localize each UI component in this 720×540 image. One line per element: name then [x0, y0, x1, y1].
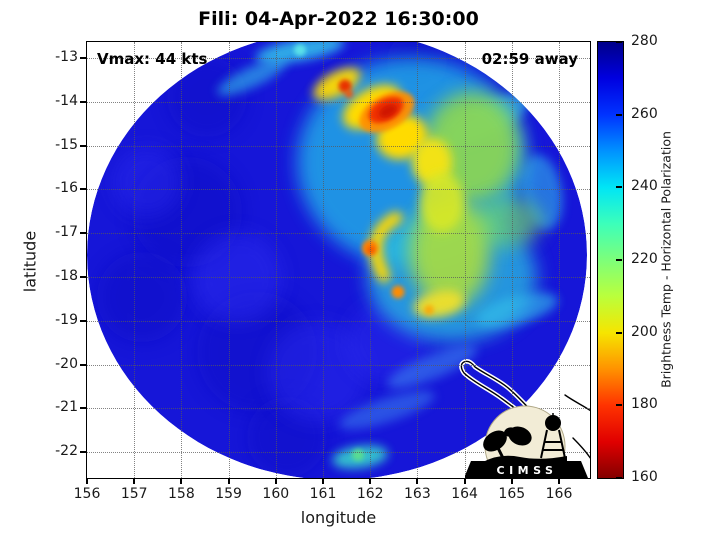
- gridline-horizontal: [87, 277, 590, 278]
- x-axis-label: longitude: [300, 508, 377, 527]
- y-tick-mark: [80, 188, 86, 191]
- y-tick-mark: [80, 319, 86, 322]
- x-tick-mark: [558, 479, 560, 484]
- gridline-vertical: [559, 42, 560, 478]
- x-tick-label: 161: [309, 486, 337, 502]
- gridline-horizontal: [87, 364, 590, 366]
- colorbar-tick-mark: [616, 331, 622, 334]
- colorbar-tick-mark: [616, 259, 622, 261]
- colorbar-tick-mark: [616, 404, 622, 407]
- y-tick-label: -17: [55, 224, 78, 241]
- x-tick-label: 158: [168, 486, 195, 502]
- gridline-horizontal: [87, 58, 590, 59]
- swath-pixels: [87, 42, 587, 478]
- x-tick-mark: [463, 479, 466, 484]
- x-tick-mark: [133, 479, 136, 484]
- y-tick-label: -19: [55, 311, 78, 328]
- x-tick-label: 160: [262, 486, 290, 502]
- x-tick-mark: [510, 479, 513, 484]
- satellite-dish-icon: [483, 426, 532, 459]
- x-tick-label: 165: [498, 486, 526, 502]
- gridline-vertical: [417, 42, 419, 478]
- x-tick-label: 164: [451, 486, 478, 502]
- y-tick-label: -14: [55, 92, 78, 109]
- countdown-annotation: 02:59 away: [481, 50, 578, 68]
- y-tick-mark: [80, 144, 86, 147]
- water-tower-icon: [540, 413, 566, 459]
- colorbar-tick-label: 160: [631, 469, 658, 485]
- gridline-horizontal: [87, 101, 590, 103]
- x-tick-mark: [180, 479, 183, 484]
- colorbar-tick-mark: [616, 113, 622, 116]
- colorbar-tick-mark: [616, 477, 622, 479]
- x-tick-label: 156: [73, 486, 101, 502]
- x-tick-mark: [369, 479, 372, 484]
- cimss-logo-text: CIMSS: [497, 464, 558, 477]
- colorbar-tick-label: 260: [631, 105, 658, 122]
- y-tick-mark: [80, 57, 86, 59]
- x-tick-label: 162: [356, 486, 384, 502]
- cimss-logo: CIMSS: [465, 405, 588, 478]
- x-tick-mark: [322, 479, 324, 484]
- colorbar-tick-label: 280: [631, 33, 658, 49]
- gridline-horizontal: [87, 145, 590, 147]
- plot-title: Fili: 04-Apr-2022 16:30:00: [198, 8, 479, 30]
- colorbar-tick-label: 200: [631, 323, 658, 340]
- gridline-vertical: [134, 42, 136, 478]
- x-tick-label: 163: [404, 486, 431, 502]
- y-tick-mark: [80, 363, 86, 366]
- y-tick-label: -20: [55, 355, 78, 372]
- y-tick-label: -16: [55, 180, 78, 197]
- y-tick-mark: [80, 407, 86, 410]
- satellite-swath-image: [87, 42, 590, 478]
- colorbar-label: Brightness Temp - Horizontal Polarizatio…: [658, 131, 674, 388]
- y-tick-mark: [80, 276, 86, 278]
- y-tick-label: -22: [55, 443, 78, 460]
- gridline-horizontal: [87, 320, 590, 322]
- gridline-vertical: [228, 42, 230, 478]
- colorbar-tick-mark: [616, 41, 622, 43]
- gridline-horizontal: [87, 189, 590, 191]
- x-tick-mark: [227, 479, 230, 484]
- colorbar-tick-mark: [616, 186, 622, 189]
- y-tick-mark: [80, 100, 86, 103]
- y-tick-label: -15: [55, 136, 78, 153]
- colorbar-tick-label: 220: [631, 251, 658, 267]
- y-tick-mark: [80, 232, 86, 235]
- gridline-vertical: [181, 42, 183, 478]
- y-tick-label: -18: [55, 268, 78, 284]
- gridline-horizontal: [87, 408, 590, 410]
- x-tick-mark: [86, 479, 88, 484]
- y-tick-mark: [80, 451, 86, 454]
- gridline-vertical: [275, 42, 277, 478]
- colorbar-tick-label: 180: [631, 396, 658, 413]
- gridline-vertical: [370, 42, 372, 478]
- gridline-horizontal: [87, 452, 590, 454]
- x-tick-label: 166: [545, 486, 573, 502]
- x-tick-label: 157: [120, 486, 148, 502]
- gridline-vertical: [464, 42, 466, 478]
- y-tick-label: -21: [55, 399, 78, 416]
- colorbar-tick-label: 240: [631, 178, 658, 195]
- plot-area: CIMSS Vmax: 44 kts 02:59 away: [86, 41, 591, 479]
- gridline-horizontal: [87, 233, 590, 235]
- logo-banner: [465, 461, 588, 478]
- vmax-annotation: Vmax: 44 kts: [97, 50, 208, 68]
- gridline-vertical: [323, 42, 324, 478]
- gridline-vertical: [511, 42, 513, 478]
- x-tick-mark: [274, 479, 277, 484]
- y-tick-label: -13: [55, 49, 78, 65]
- x-tick-mark: [416, 479, 419, 484]
- x-tick-label: 159: [215, 486, 242, 502]
